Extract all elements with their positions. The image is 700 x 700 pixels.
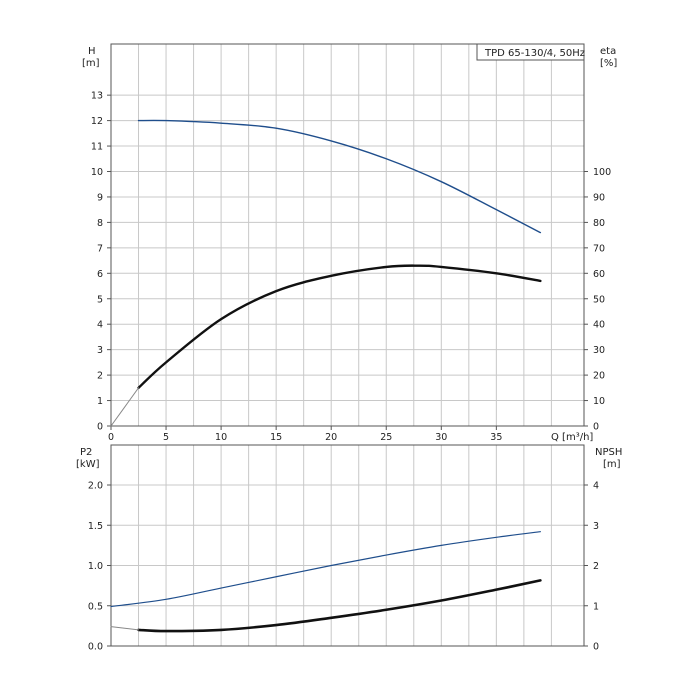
- h-axis-unit: [m]: [82, 58, 100, 69]
- left-tick-label: 8: [97, 218, 103, 229]
- x-tick-label: 20: [325, 432, 337, 443]
- series-line: [137, 264, 542, 390]
- right-tick-label: 100: [593, 167, 611, 178]
- left-tick-label: 5: [97, 294, 103, 305]
- x-tick-label: 25: [380, 432, 392, 443]
- left-tick-label: 3: [97, 345, 103, 356]
- p2-axis-label: P2: [80, 447, 92, 458]
- right-tick-label: 70: [593, 243, 605, 254]
- left-tick-label: 7: [97, 243, 103, 254]
- right-tick-label: 10: [593, 396, 605, 407]
- right-tick-label: 20: [593, 371, 605, 382]
- left-tick-label: 10: [91, 167, 103, 178]
- top-panel-frame: [110, 43, 585, 427]
- series-line: [137, 119, 542, 234]
- bottom-panel-grid: [111, 445, 584, 646]
- left-tick-label: 4: [97, 320, 103, 331]
- x-tick-label: 15: [270, 432, 282, 443]
- right-tick-label: 90: [593, 192, 605, 203]
- x-tick-label: 0: [108, 432, 114, 443]
- right-tick-label: 0: [593, 642, 599, 653]
- left-tick-label: 11: [91, 142, 103, 153]
- left-tick-label: 9: [97, 192, 103, 203]
- x-tick-label: 35: [490, 432, 502, 443]
- left-tick-label: 1.0: [88, 561, 103, 572]
- top-panel-series: [110, 119, 542, 427]
- x-tick-label: 30: [435, 432, 447, 443]
- left-tick-label: 6: [97, 269, 103, 280]
- bottom-panel-frame: [110, 444, 585, 647]
- right-tick-label: 40: [593, 320, 605, 331]
- right-tick-label: 30: [593, 345, 605, 356]
- npsh-axis-unit: [m]: [603, 459, 621, 470]
- npsh-axis-label: NPSH: [595, 447, 622, 458]
- bottom-panel-series: [110, 531, 542, 633]
- x-tick-label: 5: [163, 432, 169, 443]
- top-panel-ticks: 0123456789101112130102030405060708090100…: [91, 91, 611, 443]
- x-tick-label: 10: [215, 432, 227, 443]
- eta-axis-label: eta: [600, 46, 616, 57]
- left-tick-label: 13: [91, 91, 103, 102]
- right-tick-label: 60: [593, 269, 605, 280]
- left-tick-label: 1: [97, 396, 103, 407]
- left-tick-label: 12: [91, 116, 103, 127]
- right-tick-label: 0: [593, 422, 599, 433]
- left-tick-label: 0: [97, 422, 103, 433]
- series-line: [137, 579, 542, 633]
- bottom-panel-ticks: 0.0 0.5 1.0 1.5 2.0 0 1 2 3 4: [88, 481, 599, 653]
- left-tick-label: 0.5: [88, 601, 103, 612]
- left-tick-label: 2.0: [88, 481, 103, 492]
- left-tick-label: 1.5: [88, 521, 103, 532]
- q-axis-label: Q [m³/h]: [551, 432, 593, 443]
- series-line: [110, 531, 541, 608]
- h-axis-label: H: [88, 46, 96, 57]
- right-tick-label: 1: [593, 601, 599, 612]
- right-tick-label: 2: [593, 561, 599, 572]
- eta-axis-unit: [%]: [600, 58, 617, 69]
- right-tick-label: 80: [593, 218, 605, 229]
- right-tick-label: 4: [593, 481, 599, 492]
- series-line: [110, 387, 140, 427]
- curve-title-box: [476, 43, 585, 61]
- right-tick-label: 3: [593, 521, 599, 532]
- top-panel-grid: [111, 44, 584, 426]
- p2-axis-unit: [kW]: [76, 459, 100, 470]
- right-tick-label: 50: [593, 294, 605, 305]
- curve-title: TPD 65-130/4, 50Hz: [484, 48, 585, 59]
- left-tick-label: 0.0: [88, 642, 103, 653]
- series-line: [110, 626, 140, 631]
- left-tick-label: 2: [97, 371, 103, 382]
